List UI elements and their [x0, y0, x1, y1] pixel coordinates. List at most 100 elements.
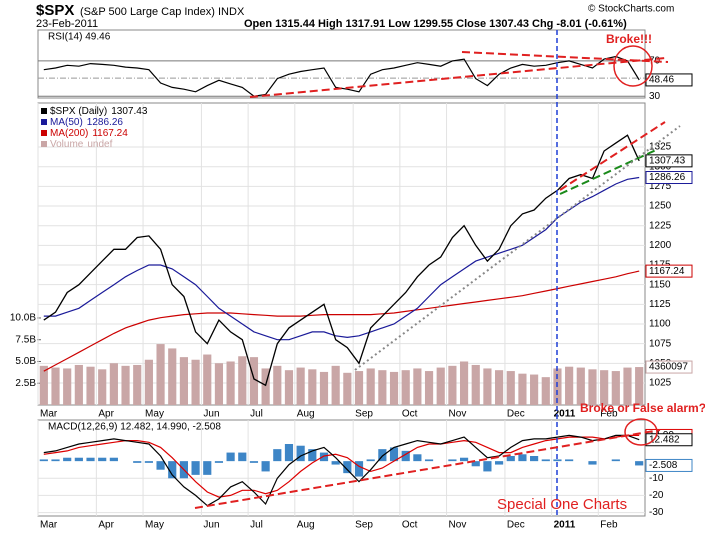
bar: [424, 459, 434, 462]
bar: [459, 457, 469, 462]
bar: [191, 359, 200, 405]
bar: [39, 365, 48, 405]
x-tick-label: Mar: [40, 409, 58, 420]
highlight-circle: [624, 418, 658, 446]
bar: [611, 459, 620, 462]
y-tick-label: 1150: [649, 279, 671, 290]
legend-value: 1167.24: [92, 128, 128, 139]
y-tick-label: 1125: [649, 299, 671, 310]
bar: [401, 370, 410, 405]
line: [43, 176, 640, 341]
bar: [156, 344, 165, 405]
y-tick-label: 2.5B: [15, 378, 36, 389]
bar: [588, 369, 597, 405]
x-tick-label: Jul: [250, 520, 263, 531]
last-value-box: [645, 264, 693, 278]
bar: [168, 461, 177, 479]
bar: [366, 368, 375, 405]
y-tick-label: 1250: [649, 201, 672, 212]
line: [43, 134, 640, 387]
y-tick-label: 30: [649, 91, 661, 102]
legend-value: undef: [87, 139, 112, 150]
bar: [273, 365, 282, 405]
bar: [495, 461, 504, 465]
bar: [214, 461, 224, 463]
bar: [541, 459, 550, 462]
bar: [226, 361, 235, 405]
bar: [565, 366, 574, 405]
trend-line: [461, 51, 669, 63]
legend-swatch: [41, 119, 47, 125]
bar: [506, 456, 515, 462]
bar: [354, 371, 364, 405]
y-tick-label: 1275: [649, 181, 672, 192]
bar: [86, 366, 95, 405]
legend-value: 1286.26: [87, 117, 124, 128]
bar: [459, 361, 469, 405]
bar: [39, 459, 48, 462]
source: © StockCharts.com: [588, 4, 674, 15]
bar: [74, 364, 83, 405]
bar: [331, 365, 340, 405]
date: 23-Feb-2011: [36, 18, 98, 30]
x-tick-label: Feb: [600, 409, 618, 420]
bar: [144, 461, 153, 463]
legend-name: $SPX (Daily): [50, 106, 107, 117]
bar: [238, 452, 247, 462]
bar: [121, 365, 130, 405]
legend-entry: $SPX (Daily) 1307.43: [50, 106, 148, 117]
x-tick-label: Apr: [98, 520, 114, 531]
bar: [191, 461, 200, 475]
y-tick-label: 5.0B: [15, 356, 36, 367]
x-tick-label: Oct: [402, 520, 418, 531]
x-tick-label: Oct: [402, 409, 418, 420]
bar: [518, 454, 527, 462]
line: [43, 270, 640, 372]
bar: [483, 461, 492, 472]
x-tick-label: Apr: [98, 409, 114, 420]
x-tick-label: May: [145, 520, 164, 531]
bar: [156, 461, 165, 470]
last-value-box: [645, 360, 693, 374]
legend-swatch: [41, 130, 47, 136]
annotation: Special One Charts: [497, 496, 627, 513]
last-value-label: -2.508: [649, 460, 678, 471]
bar: [389, 447, 399, 462]
bar: [378, 449, 387, 462]
x-tick-label: 2011: [554, 409, 576, 420]
bar: [448, 459, 457, 462]
bar: [226, 452, 235, 462]
bar: [319, 452, 329, 462]
bar: [133, 364, 142, 405]
bar: [436, 367, 445, 405]
bar: [296, 367, 305, 405]
last-value-label: 48.46: [649, 75, 674, 86]
annotation: Broke or False alarm?: [580, 401, 705, 415]
bar: [308, 449, 317, 462]
bar: [366, 459, 375, 462]
x-tick-label: Dec: [507, 409, 525, 420]
bar: [530, 374, 539, 405]
last-value-label: 1167.24: [649, 266, 685, 277]
bar: [331, 461, 340, 465]
bar: [530, 456, 539, 462]
x-tick-label: 2011: [554, 520, 576, 531]
bar: [471, 364, 480, 405]
bar: [471, 461, 480, 467]
bar: [413, 454, 422, 462]
last-value-label: 1286.26: [649, 172, 686, 183]
bar: [284, 370, 294, 405]
bar: [448, 365, 457, 405]
bar: [249, 461, 259, 463]
line: [43, 434, 640, 498]
bar: [424, 371, 434, 405]
bar: [623, 367, 632, 405]
y-tick-label: 1025: [649, 378, 672, 389]
bar: [63, 457, 72, 462]
x-tick-label: Aug: [297, 520, 315, 531]
bar: [518, 373, 527, 405]
legend-name: Volume: [50, 139, 84, 150]
y-tick-label: -20: [649, 490, 664, 501]
bar: [401, 450, 410, 462]
